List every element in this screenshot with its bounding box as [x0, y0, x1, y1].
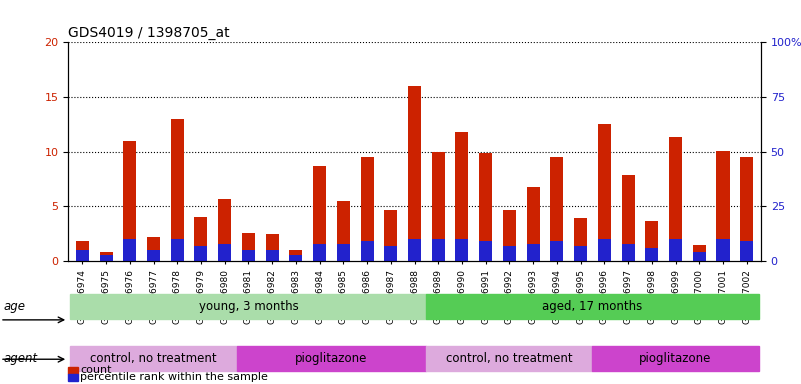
Bar: [76, 242, 89, 261]
Bar: [171, 239, 183, 261]
Bar: [426, 294, 759, 319]
Bar: [526, 187, 540, 261]
Bar: [479, 242, 493, 261]
Text: control, no treatment: control, no treatment: [91, 352, 217, 364]
Bar: [574, 246, 587, 261]
Text: agent: agent: [4, 352, 38, 364]
Bar: [479, 153, 493, 261]
Bar: [236, 346, 426, 371]
Bar: [70, 346, 236, 371]
Text: aged, 17 months: aged, 17 months: [542, 300, 642, 313]
Bar: [574, 218, 587, 261]
Text: control, no treatment: control, no treatment: [446, 352, 573, 364]
Bar: [336, 243, 350, 261]
Bar: [360, 242, 373, 261]
Bar: [598, 124, 611, 261]
Bar: [550, 242, 563, 261]
Bar: [242, 233, 255, 261]
Bar: [646, 221, 658, 261]
Bar: [266, 234, 279, 261]
Bar: [716, 239, 730, 261]
Bar: [242, 250, 255, 261]
Bar: [593, 346, 759, 371]
Bar: [70, 294, 426, 319]
Bar: [598, 239, 611, 261]
Text: pioglitazone: pioglitazone: [296, 352, 368, 364]
Bar: [289, 250, 303, 261]
Bar: [503, 246, 516, 261]
Bar: [503, 210, 516, 261]
Bar: [669, 239, 682, 261]
Bar: [76, 250, 89, 261]
Bar: [266, 250, 279, 261]
Text: GDS4019 / 1398705_at: GDS4019 / 1398705_at: [68, 26, 230, 40]
Bar: [99, 252, 113, 261]
Bar: [147, 250, 160, 261]
Bar: [408, 239, 421, 261]
Bar: [218, 199, 231, 261]
Bar: [171, 119, 183, 261]
Bar: [740, 242, 753, 261]
Bar: [123, 239, 136, 261]
Bar: [426, 346, 593, 371]
Bar: [289, 255, 303, 261]
Bar: [622, 243, 634, 261]
Bar: [336, 201, 350, 261]
Bar: [218, 243, 231, 261]
Bar: [526, 243, 540, 261]
Bar: [693, 245, 706, 261]
Bar: [669, 137, 682, 261]
Bar: [622, 175, 634, 261]
Bar: [384, 210, 397, 261]
Bar: [432, 152, 445, 261]
Bar: [384, 246, 397, 261]
Bar: [408, 86, 421, 261]
Text: age: age: [4, 300, 26, 313]
Bar: [646, 248, 658, 261]
Bar: [740, 157, 753, 261]
Bar: [456, 239, 469, 261]
Bar: [360, 157, 373, 261]
Bar: [432, 239, 445, 261]
Text: pioglitazone: pioglitazone: [639, 352, 712, 364]
Bar: [693, 252, 706, 261]
Bar: [716, 151, 730, 261]
Bar: [195, 246, 207, 261]
Bar: [123, 141, 136, 261]
Text: count: count: [80, 365, 111, 375]
Bar: [456, 132, 469, 261]
Text: young, 3 months: young, 3 months: [199, 300, 298, 313]
Bar: [313, 243, 326, 261]
Bar: [147, 237, 160, 261]
Bar: [195, 217, 207, 261]
Bar: [99, 255, 113, 261]
Bar: [313, 166, 326, 261]
Bar: [550, 157, 563, 261]
Text: percentile rank within the sample: percentile rank within the sample: [80, 372, 268, 382]
